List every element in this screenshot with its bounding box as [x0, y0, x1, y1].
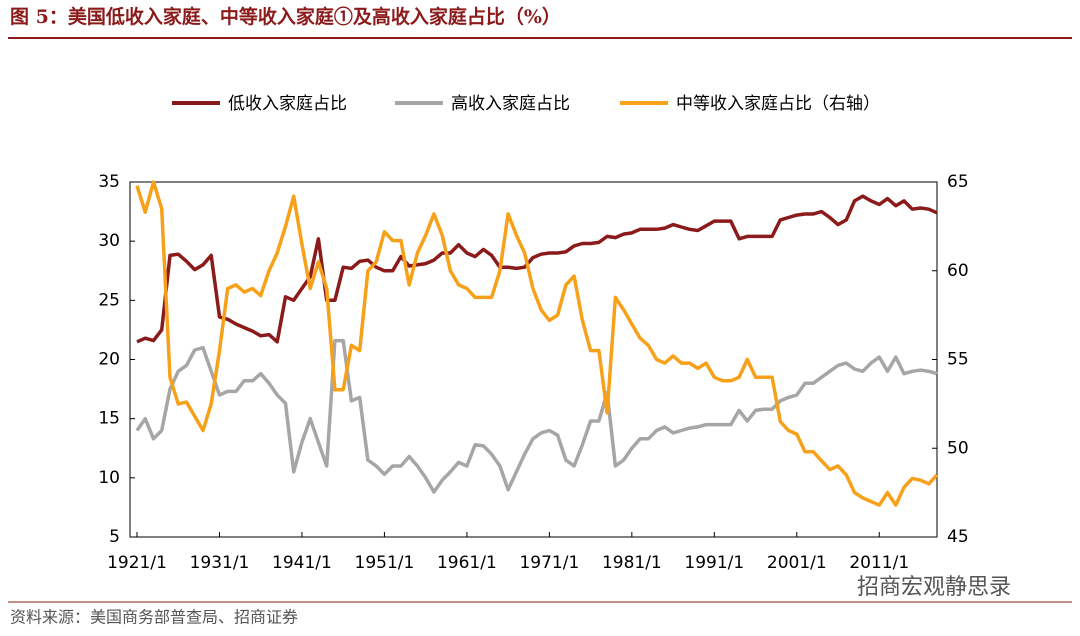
x-tick-label: 2011/1	[849, 553, 909, 573]
x-tick-label: 1921/1	[107, 553, 167, 573]
x-tick-label: 1931/1	[190, 553, 250, 573]
series-line	[136, 194, 938, 344]
x-tick-label: 1941/1	[272, 553, 332, 573]
y-tick-label: 20	[98, 350, 120, 370]
chart-title: 图 5：美国低收入家庭、中等收入家庭①及高收入家庭占比（%）	[10, 5, 561, 28]
y-tick-label: 30	[98, 231, 120, 251]
y2-tick-label: 60	[947, 261, 969, 281]
legend-label: 高收入家庭占比	[451, 94, 570, 114]
y2-tick-label: 55	[947, 350, 969, 370]
source: 资料来源：美国商务部普查局、招商证券	[10, 608, 298, 627]
x-tick-label: 1991/1	[684, 553, 744, 573]
legend-label: 低收入家庭占比	[228, 94, 347, 114]
y-tick-label: 5	[109, 527, 120, 547]
y-tick-label: 25	[98, 290, 120, 310]
y-tick-label: 15	[98, 409, 120, 429]
legend-label: 中等收入家庭占比（右轴）	[676, 94, 880, 114]
watermark: 招商宏观静思录	[857, 575, 1011, 600]
x-tick-label: 2001/1	[767, 553, 827, 573]
x-tick-label: 1981/1	[602, 553, 662, 573]
plot-frame	[129, 181, 938, 538]
x-tick-label: 1971/1	[519, 553, 579, 573]
y-tick-label: 10	[98, 468, 120, 488]
series-line	[135, 338, 938, 494]
series-line	[135, 180, 939, 507]
y2-tick-label: 50	[947, 438, 969, 458]
x-tick-label: 1951/1	[355, 553, 415, 573]
y-tick-label: 35	[98, 172, 120, 192]
x-tick-label: 1961/1	[437, 553, 497, 573]
y2-tick-label: 45	[947, 527, 969, 547]
y2-tick-label: 65	[947, 172, 969, 192]
